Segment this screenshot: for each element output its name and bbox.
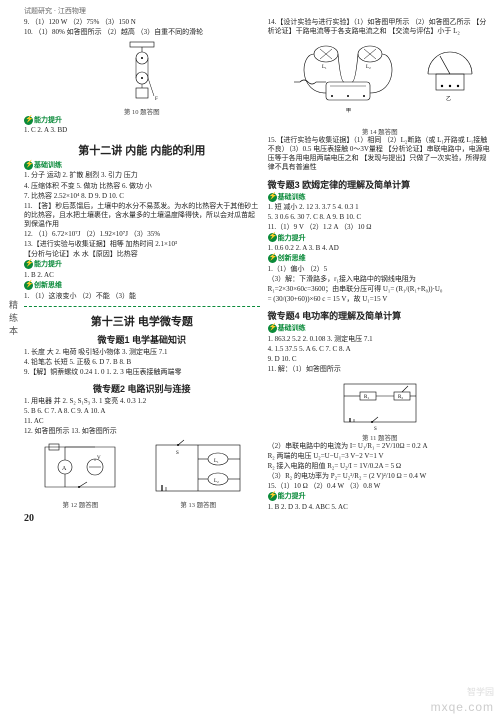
m2-4: 12. 如答图所示 13. 如答图所示: [24, 427, 260, 436]
tag-jcxl-r2: 基础训练: [268, 324, 492, 334]
svg-text:L₂: L₂: [214, 479, 219, 484]
svg-text:L₁: L₁: [322, 65, 327, 70]
fig-cap-13: 第 13 题答图: [148, 499, 248, 509]
s12-4: 11. 【答】秒后蒸馏后，土壤中的水分不易蒸发。为水的比热容大于其他砂土的比热容…: [24, 202, 260, 229]
title-13: 第十三讲 电学微专题: [24, 313, 260, 329]
q15: 15.【进行实验与收集证据】（1）相同 （2）L₂断路（或 L₁开路或 L₁接触…: [268, 136, 492, 172]
r4-10: 1. B 2. D 3. D 4. ABC 5. AC: [268, 503, 492, 512]
r3-eq2: = (30/(30+60))×60 c = 15 V，故 U₁=15 V: [268, 295, 492, 304]
left-column: 9. （1）120 W （2）75% （3）150 N 10. （1）80% 如…: [24, 18, 260, 524]
micro2-title: 微专题2 电路识别与连接: [24, 382, 260, 395]
r3-eq1: R₁=2×30×60c=3600；由串联分压可得 U₁= (R₁/(R₁+R₀)…: [268, 285, 492, 294]
fig-cap-12: 第 12 题答图: [35, 499, 125, 509]
r3-3: 11.（1）9 V （2）1.2 A （3）10 Ω: [268, 223, 492, 232]
svg-text:R₂: R₂: [398, 395, 403, 400]
tag-nltl-r: 能力提升: [268, 233, 492, 243]
r4-2: 4. 1.5 37.5 5. A 6. C 7. C 8. A: [268, 345, 492, 354]
fig-circuit-13: S L₁ L₂: [148, 437, 248, 499]
fig-11: R₁ R₂ S: [268, 376, 492, 430]
svg-text:S: S: [374, 427, 377, 430]
r4-5: （2）串联电路中的电流为 I= U₁/R₁ = 2V/10Ω = 0.2 A: [268, 442, 492, 451]
r4-7: R₂ 接入电路的阻值 R₂= U₂/I = 1V/0.2A = 5 Ω: [268, 462, 492, 471]
s12-3: 7. 比热容 2.52×10⁴ 8. D 9. D 10. C: [24, 192, 260, 201]
m1-1: 1. 长度 大 2. 电荷 吸引轻小物体 3. 测定电压 7.1: [24, 348, 260, 357]
svg-text:V: V: [97, 456, 101, 461]
s12-6: 13.【进行实验与收集证据】相等 加热时间 2.1×10³: [24, 240, 260, 249]
fig-circuit-12: A V: [35, 437, 125, 499]
divider: [24, 306, 260, 307]
tag-jcxl: 基础训练: [24, 161, 260, 171]
r4-9: 15.（1）10 Ω （2）0.4 W （3）0.8 W: [268, 482, 492, 491]
tag-nltl2: 能力提升: [24, 260, 260, 270]
s12-2: 4. 压缩体积 不变 5. 做功 比热容 6. 做功 小: [24, 182, 260, 191]
r4-6: R₂ 两端的电压 U₂=U−U₁=3 V−2 V=1 V: [268, 452, 492, 461]
r3-1: 1. 短 减小 2. 12 3. 3.7 5 4. 0.3 1: [268, 203, 492, 212]
page-header: 试题研究 · 江西物理: [0, 0, 500, 18]
watermark-large: mxqe.com: [431, 700, 494, 714]
r4-4: 11. 解：（1）如答图所示: [268, 365, 492, 374]
tag-cxsw: 创新思维: [24, 281, 260, 291]
m2-3: 11. AC: [24, 417, 260, 426]
r3-4: 1. 0.6 0.2 2. A 3. B 4. AD: [268, 244, 492, 253]
tag-cxsw-r: 创新思维: [268, 254, 492, 264]
svg-text:A: A: [62, 466, 67, 472]
page-number: 20: [24, 513, 260, 524]
svg-text:S: S: [176, 451, 179, 456]
micro4-title: 微专题4 电功率的理解及简单计算: [268, 309, 492, 322]
m2-2: 5. B 6. C 7. A 8. C 9. A 10. A: [24, 407, 260, 416]
fig-cap-14: 第 14 题答图: [268, 126, 492, 136]
r4-3: 9. D 10. C: [268, 355, 492, 364]
m1-2: 4. 铅笔芯 长短 5. 正极 6. D 7. B 8. B: [24, 358, 260, 367]
nltl-ans: 1. C 2. A 3. BD: [24, 126, 260, 135]
m1-3: 9.【解】铜萘螺纹 0.24 1. 0 1. 2. 3 电压表接触两端零: [24, 368, 260, 377]
micro3-title: 微专题3 欧姆定律的理解及简单计算: [268, 178, 492, 191]
right-column: 14.【设计实验与进行实验】（1）如答图甲所示 （2）如答图乙所示 【分析论证】…: [268, 18, 492, 524]
r4-8: （3）R₂ 的电功率为 P₂= U₂²/R₂ = (2 V)²/10 Ω = 0…: [268, 472, 492, 481]
r4-1: 1. 863.2 5.2 2. 0.108 3. 测定电压 7.1: [268, 335, 492, 344]
fig-cap-11: 第 11 题答图: [268, 432, 492, 442]
fig-pulley: F: [24, 40, 260, 104]
s12-7: 【分析与论证】水 水【原因】比热容: [24, 250, 260, 259]
fig-cap-10: 第 10 题答图: [24, 106, 260, 116]
svg-text:L₁: L₁: [214, 459, 219, 464]
r3-6: （3）解：下滑路多，r₁接入电路中的钢线电阻为: [268, 275, 492, 284]
tag-nltl: 能力提升: [24, 116, 260, 126]
q10: 10. （1）80% 如答图所示 （2）越高 （3）自重不同的滑轮: [24, 28, 260, 37]
tag-nltl-r2: 能力提升: [268, 492, 492, 502]
s12-8: 1. B 2. AC: [24, 271, 260, 280]
q14: 14.【设计实验与进行实验】（1）如答图甲所示 （2）如答图乙所示 【分析论证】…: [268, 18, 492, 36]
m2-1: 1. 用电器 并 2. S₂ S₁S₃ 3. 1 变亮 4. 0.3 1.2: [24, 397, 260, 406]
svg-text:乙: 乙: [446, 95, 451, 102]
svg-text:F: F: [155, 97, 158, 102]
tag-jcxl-r: 基础训练: [268, 193, 492, 203]
watermark-small: 智学园: [467, 685, 494, 698]
q9: 9. （1）120 W （2）75% （3）150 N: [24, 18, 260, 27]
title-12: 第十二讲 内能 内能的利用: [24, 142, 260, 158]
s12-5: 12. （1）6.72×10⁷J （2）1.92×10⁷J （3）35%: [24, 230, 260, 239]
fig-14: L₁ L₂ 甲: [268, 38, 492, 124]
micro1-title: 微专题1 电学基础知识: [24, 333, 260, 346]
main-columns: 9. （1）120 W （2）75% （3）150 N 10. （1）80% 如…: [0, 18, 500, 524]
sidebar-label: 精练本: [0, 300, 20, 339]
svg-text:甲: 甲: [346, 108, 351, 114]
fig-row-12-13: A V 第 12 题答图 S: [24, 437, 260, 509]
r3-2: 5. 3 0.6 6. 30 7. C 8. A 9. B 10. C: [268, 213, 492, 222]
s12-9: 1. （1）这液变小 （2）不能 （3）能: [24, 292, 260, 301]
svg-text:L₂: L₂: [366, 65, 371, 70]
s12-1: 1. 分子 运动 2. 扩散 剧烈 3. 引力 压力: [24, 171, 260, 180]
svg-text:R₁: R₁: [364, 395, 369, 400]
r3-5: 1.（1）偏小 （2）5: [268, 265, 492, 274]
